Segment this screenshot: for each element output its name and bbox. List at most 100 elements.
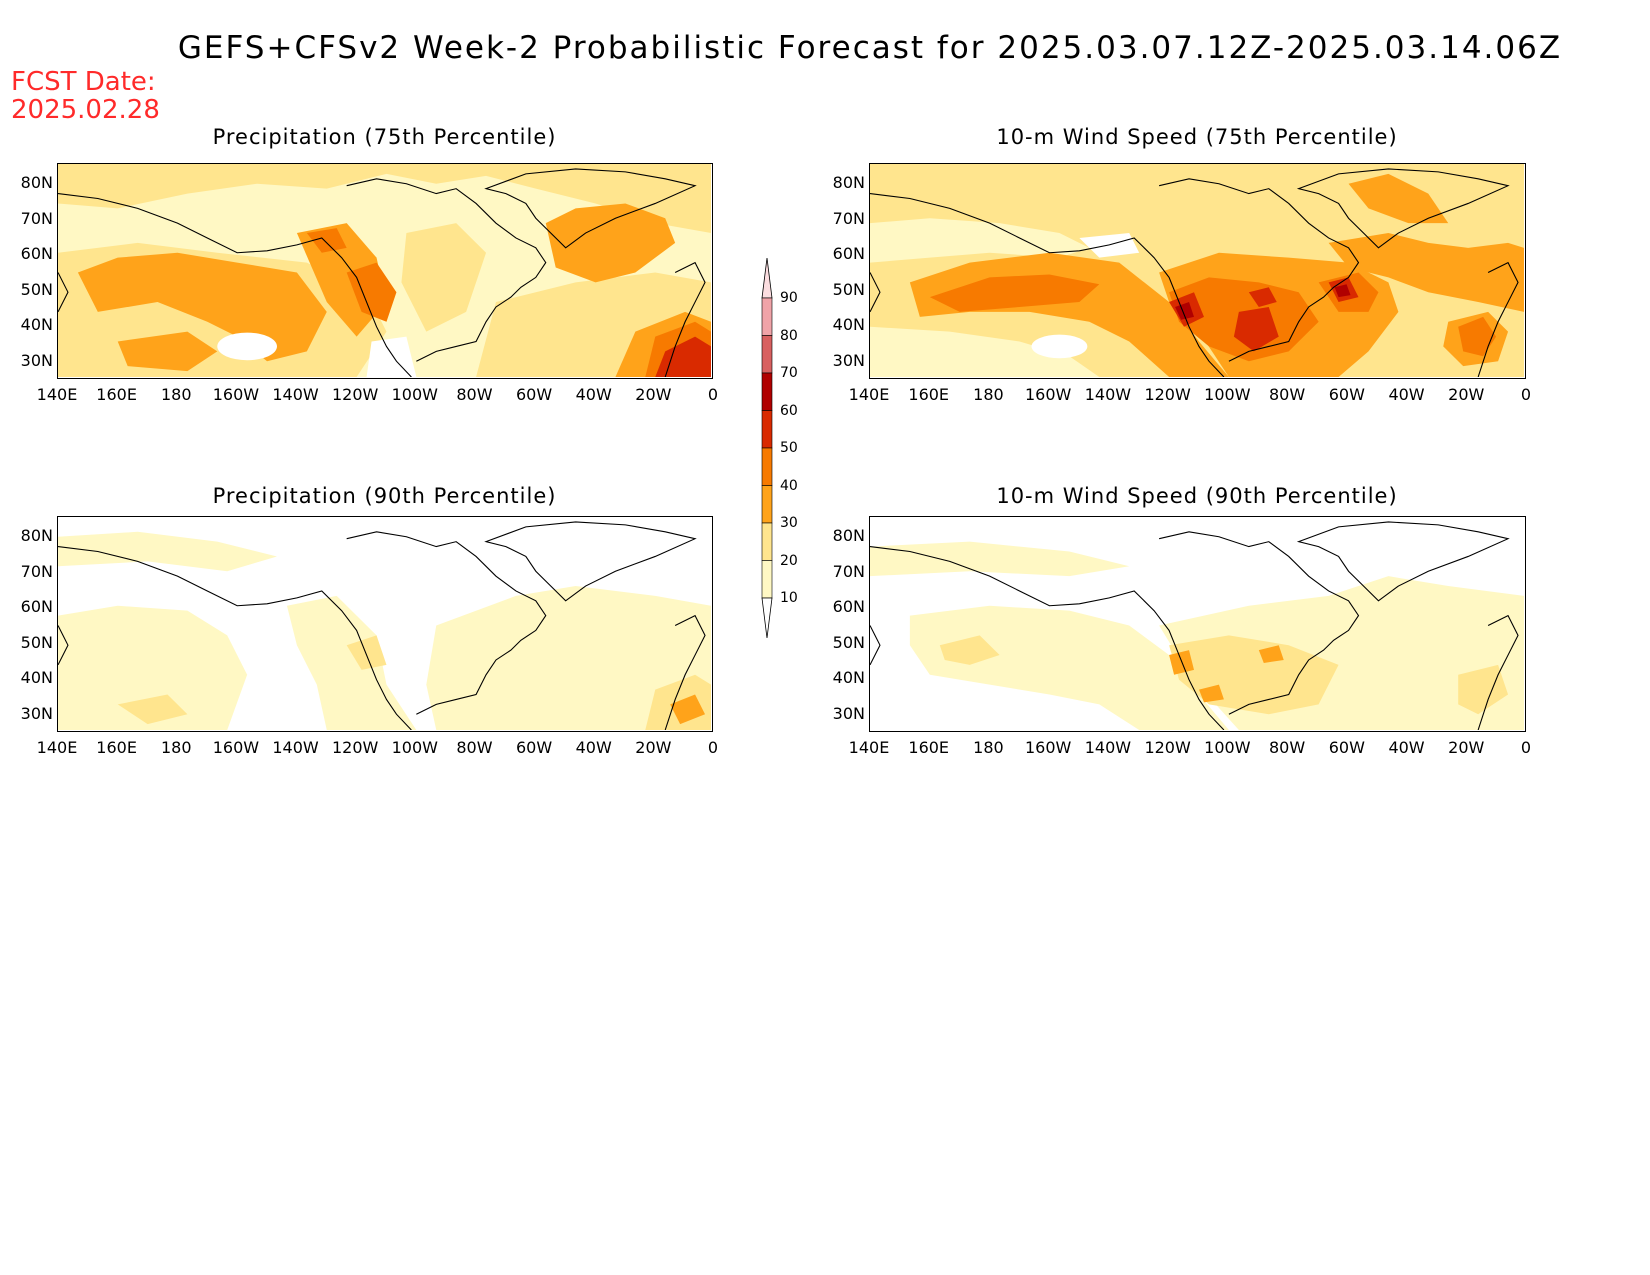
lat-tick-label: 50N bbox=[20, 279, 53, 299]
lon-tick-label: 140W bbox=[1084, 738, 1132, 757]
lat-tick-label: 60N bbox=[832, 597, 865, 617]
lat-tick-label: 30N bbox=[832, 351, 865, 370]
lon-tick-label: 100W bbox=[1204, 385, 1251, 404]
lon-tick-label: 120W bbox=[1144, 385, 1191, 404]
shading-30 bbox=[670, 694, 706, 725]
lat-tick-label: 80N bbox=[832, 526, 865, 545]
lat-tick-label: 60N bbox=[20, 597, 53, 617]
coastlines bbox=[58, 168, 706, 377]
map-precip-90 bbox=[57, 516, 713, 732]
lon-tick-label: 160E bbox=[908, 385, 950, 404]
lon-tick-label: 60W bbox=[515, 385, 553, 404]
main-title: GEFS+CFSv2 Week-2 Probabilistic Forecast… bbox=[177, 30, 1563, 66]
fcst-date-label: FCST Date: bbox=[11, 67, 156, 97]
lon-tick-label: 180 bbox=[160, 738, 192, 757]
lat-tick-label: 50N bbox=[832, 632, 865, 652]
colorbar-box-c30 bbox=[761, 485, 773, 524]
colorbar-tick-label: 70 bbox=[780, 365, 798, 381]
lon-tick-label: 20W bbox=[1448, 738, 1485, 757]
lat-tick-label: 70N bbox=[20, 561, 53, 581]
lon-tick-label: 140E bbox=[848, 738, 890, 757]
lon-tick-label: 160W bbox=[1024, 738, 1072, 757]
colorbar-bottom-triangle bbox=[761, 597, 773, 639]
lon-tick-label: 120W bbox=[1144, 738, 1191, 757]
colorbar-box-c80 bbox=[761, 297, 773, 336]
lon-tick-label: 160E bbox=[96, 385, 137, 404]
panel-title-wind-90: 10-m Wind Speed (90th Percentile) bbox=[996, 484, 1398, 508]
colorbar-tick-label: 90 bbox=[780, 290, 798, 306]
lon-tick-label: 0 bbox=[1520, 738, 1532, 757]
lon-tick-label: 140E bbox=[36, 385, 78, 404]
lon-tick-label: 120W bbox=[331, 385, 379, 404]
lon-tick-label: 60W bbox=[515, 738, 553, 757]
colorbar-box-c70 bbox=[761, 335, 773, 374]
colorbar-tick-label: 80 bbox=[780, 327, 798, 344]
white-areas bbox=[217, 332, 417, 377]
lat-tick-label: 40N bbox=[20, 668, 53, 688]
map-wind-90 bbox=[869, 516, 1526, 732]
lon-tick-label: 20W bbox=[635, 738, 672, 757]
lon-tick-label: 80W bbox=[456, 738, 493, 757]
lat-tick-label: 80N bbox=[20, 526, 53, 545]
lon-tick-label: 40W bbox=[575, 385, 612, 404]
lat-tick-label: 30N bbox=[20, 351, 53, 370]
lon-tick-label: 180 bbox=[973, 385, 1004, 404]
colorbar-tick-label: 50 bbox=[780, 440, 798, 456]
lon-tick-label: 140W bbox=[272, 385, 319, 404]
lat-tick-label: 60N bbox=[832, 244, 865, 264]
lon-tick-label: 80W bbox=[1268, 385, 1306, 404]
fcst-date-value: 2025.02.28 bbox=[11, 95, 160, 125]
lon-tick-label: 20W bbox=[1448, 385, 1485, 404]
lat-tick-label: 70N bbox=[20, 208, 53, 228]
colorbar-box-c50 bbox=[761, 410, 773, 449]
lon-tick-label: 160E bbox=[96, 738, 137, 757]
lon-tick-label: 20W bbox=[635, 385, 672, 404]
lon-tick-label: 140W bbox=[272, 738, 319, 757]
coastlines bbox=[870, 168, 1519, 377]
shading-30 bbox=[1169, 645, 1284, 703]
lon-tick-label: 100W bbox=[1204, 738, 1251, 757]
lon-tick-label: 60W bbox=[1328, 385, 1365, 404]
panel-title-wind-75: 10-m Wind Speed (75th Percentile) bbox=[996, 125, 1398, 149]
colorbar-box-c40 bbox=[761, 447, 773, 486]
colorbar-boxes bbox=[761, 297, 773, 599]
colorbar-tick-label: 10 bbox=[780, 590, 798, 606]
lat-tick-label: 50N bbox=[832, 279, 865, 299]
lon-tick-label: 160E bbox=[908, 738, 950, 757]
shading-10 bbox=[58, 531, 711, 730]
lon-tick-label: 40W bbox=[1388, 385, 1425, 404]
lon-tick-label: 100W bbox=[391, 738, 438, 757]
map-wind-75 bbox=[869, 163, 1526, 379]
lon-tick-label: 160W bbox=[212, 385, 260, 404]
colorbar-box-c60 bbox=[761, 372, 773, 411]
map-precip-75 bbox=[57, 163, 713, 379]
coastlines bbox=[58, 521, 706, 730]
colorbar-tick-label: 20 bbox=[780, 552, 798, 569]
lon-tick-label: 180 bbox=[160, 385, 192, 404]
fcst-date: FCST Date: 2025.02.28 bbox=[11, 68, 160, 124]
lat-tick-label: 70N bbox=[832, 561, 865, 581]
colorbar-top-triangle bbox=[761, 257, 773, 299]
panel-title-precip-90: Precipitation (90th Percentile) bbox=[212, 484, 557, 508]
lat-tick-label: 80N bbox=[832, 173, 865, 192]
colorbar-box-c20 bbox=[761, 522, 773, 561]
lon-tick-label: 160W bbox=[212, 738, 260, 757]
lon-tick-label: 60W bbox=[1328, 738, 1365, 757]
lat-tick-label: 30N bbox=[20, 704, 53, 723]
lon-tick-label: 120W bbox=[331, 738, 379, 757]
colorbar-svg bbox=[761, 257, 773, 639]
map-wind-75-svg bbox=[870, 164, 1524, 377]
lon-tick-label: 140W bbox=[1084, 385, 1132, 404]
colorbar-tick-label: 60 bbox=[780, 402, 798, 419]
panel-title-precip-75: Precipitation (75th Percentile) bbox=[212, 125, 557, 149]
lon-tick-label: 140E bbox=[36, 738, 78, 757]
colorbar-tick-label: 30 bbox=[780, 515, 798, 531]
lon-tick-label: 0 bbox=[1520, 385, 1532, 404]
lon-tick-label: 80W bbox=[456, 385, 493, 404]
map-wind-90-svg bbox=[870, 517, 1524, 730]
lat-tick-label: 80N bbox=[20, 173, 53, 192]
lat-tick-label: 70N bbox=[832, 208, 865, 228]
map-precip-90-svg bbox=[58, 517, 711, 730]
map-precip-75-svg bbox=[58, 164, 711, 377]
colorbar-box-c10 bbox=[761, 560, 773, 599]
